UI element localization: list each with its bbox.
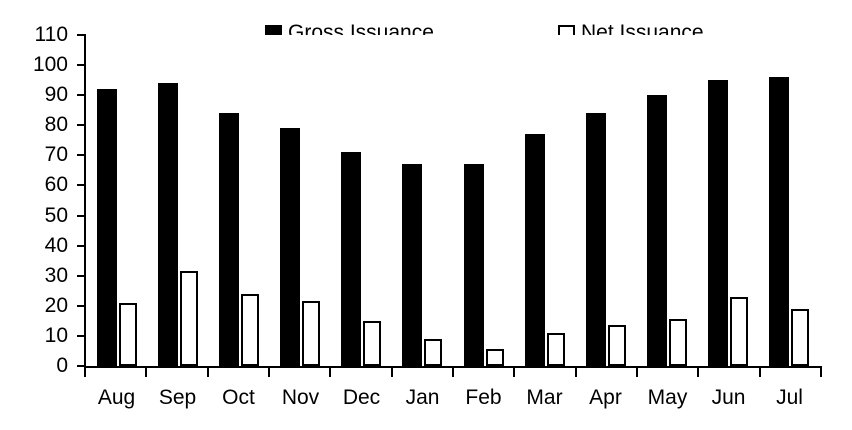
bar-gross-nov bbox=[280, 128, 300, 366]
y-axis-tick bbox=[77, 365, 86, 367]
x-axis-label-dec: Dec bbox=[342, 386, 381, 409]
x-axis-tick bbox=[513, 366, 515, 377]
y-axis-tick bbox=[77, 64, 86, 66]
bar-net-mar bbox=[547, 333, 565, 366]
y-axis-label: 50 bbox=[44, 204, 68, 227]
bar-gross-dec bbox=[341, 152, 361, 366]
x-axis-tick bbox=[636, 366, 638, 377]
y-axis-label: 20 bbox=[44, 294, 68, 317]
x-axis-tick bbox=[329, 366, 331, 377]
x-axis-label-jan: Jan bbox=[405, 386, 440, 409]
bar-gross-apr bbox=[586, 113, 606, 366]
x-axis-label-aug: Aug bbox=[97, 386, 136, 409]
y-axis-label: 70 bbox=[44, 143, 68, 166]
bar-gross-jan bbox=[402, 164, 422, 366]
x-axis-label-apr: Apr bbox=[589, 386, 622, 409]
bar-net-may bbox=[669, 319, 687, 366]
bar-gross-jul bbox=[769, 77, 789, 366]
x-axis-tick bbox=[697, 366, 699, 377]
bar-net-apr bbox=[608, 325, 626, 366]
y-axis-label: 60 bbox=[44, 173, 68, 196]
x-axis-tick bbox=[452, 366, 454, 377]
bar-gross-sep bbox=[158, 83, 178, 366]
x-axis-label-sep: Sep bbox=[158, 386, 197, 409]
bar-net-dec bbox=[363, 321, 381, 366]
x-axis-label-feb: Feb bbox=[465, 386, 502, 409]
y-axis-tick bbox=[77, 34, 86, 36]
bar-net-jun bbox=[730, 297, 748, 366]
bar-gross-oct bbox=[219, 113, 239, 366]
x-axis-tick bbox=[391, 366, 393, 377]
bar-net-aug bbox=[119, 303, 137, 366]
x-axis-label-may: May bbox=[647, 386, 688, 409]
x-axis-tick bbox=[759, 366, 761, 377]
x-axis-label-oct: Oct bbox=[222, 386, 255, 409]
plot-area bbox=[84, 35, 820, 368]
x-axis-tick bbox=[575, 366, 577, 377]
y-axis-label: 0 bbox=[56, 354, 68, 377]
x-axis-label-nov: Nov bbox=[281, 386, 320, 409]
x-axis-tick bbox=[84, 366, 86, 377]
bar-net-nov bbox=[302, 301, 320, 366]
y-axis-label: 40 bbox=[44, 234, 68, 257]
y-axis-tick bbox=[77, 245, 86, 247]
x-axis-tick bbox=[145, 366, 147, 377]
y-axis-label: 80 bbox=[44, 113, 68, 136]
y-axis-tick bbox=[77, 154, 86, 156]
bar-net-feb bbox=[486, 349, 504, 366]
bar-net-oct bbox=[241, 294, 259, 366]
x-axis-label-jun: Jun bbox=[711, 386, 746, 409]
x-axis-label-mar: Mar bbox=[526, 386, 563, 409]
bar-net-jul bbox=[791, 309, 809, 366]
y-axis-label: 30 bbox=[44, 264, 68, 287]
y-axis-label: 100 bbox=[32, 53, 68, 76]
y-axis-label: 10 bbox=[44, 324, 68, 347]
x-axis-tick bbox=[820, 366, 822, 377]
y-axis-tick bbox=[77, 305, 86, 307]
y-axis-tick bbox=[77, 215, 86, 217]
bar-net-jan bbox=[424, 339, 442, 366]
y-axis-label: 110 bbox=[34, 23, 68, 46]
y-axis-tick bbox=[77, 275, 86, 277]
bar-net-sep bbox=[180, 271, 198, 366]
x-axis-tick bbox=[207, 366, 209, 377]
bar-gross-may bbox=[647, 95, 667, 366]
y-axis-label: 90 bbox=[44, 83, 68, 106]
x-axis-label-jul: Jul bbox=[776, 386, 803, 409]
bar-gross-mar bbox=[525, 134, 545, 366]
y-axis-tick bbox=[77, 124, 86, 126]
bar-gross-jun bbox=[708, 80, 728, 366]
y-axis-tick bbox=[77, 184, 86, 186]
bar-gross-aug bbox=[97, 89, 117, 366]
y-axis-tick bbox=[77, 335, 86, 337]
x-axis-tick bbox=[268, 366, 270, 377]
bar-gross-feb bbox=[464, 164, 484, 366]
y-axis-tick bbox=[77, 94, 86, 96]
